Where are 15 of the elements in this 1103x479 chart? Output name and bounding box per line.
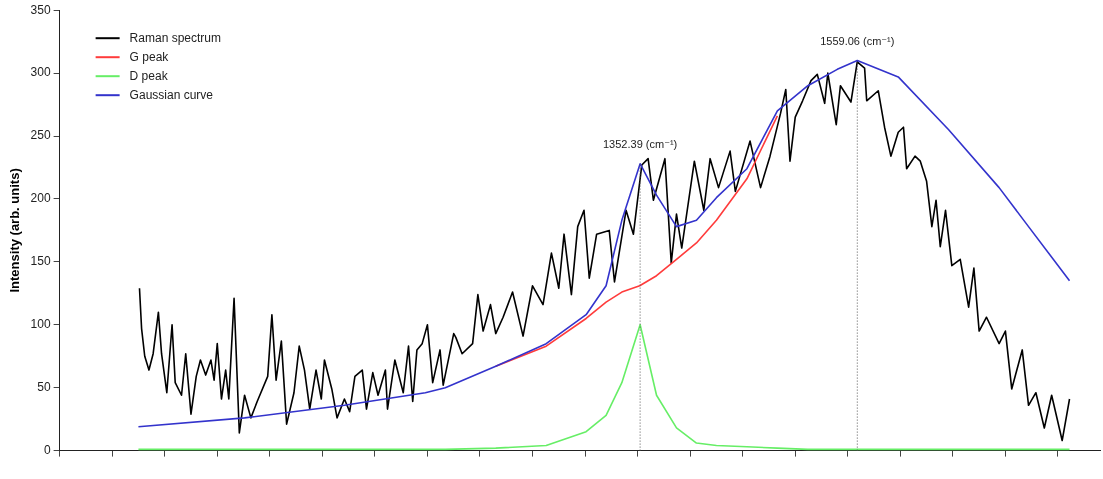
legend-label: Gaussian curve [129, 87, 214, 102]
y-tick-label: 100 [30, 317, 51, 332]
y-tick-label: 200 [30, 191, 51, 206]
legend-label: Raman spectrum [129, 30, 221, 45]
y-tick-label: 350 [30, 2, 51, 17]
ref-line-label: 1352.39 (cm⁻¹) [602, 137, 678, 150]
y-axis-title: Intensity (arb. units) [7, 168, 23, 293]
legend-label: D peak [129, 68, 169, 83]
y-tick-label: 300 [30, 65, 51, 80]
y-tick-label: 0 [43, 442, 51, 457]
legend-label: G peak [129, 49, 170, 64]
y-tick-label: 250 [30, 128, 51, 143]
y-tick-label: 50 [37, 380, 51, 394]
ref-line-label: 1559.06 (cm⁻¹) [820, 34, 895, 47]
y-tick-label: 150 [30, 254, 51, 269]
